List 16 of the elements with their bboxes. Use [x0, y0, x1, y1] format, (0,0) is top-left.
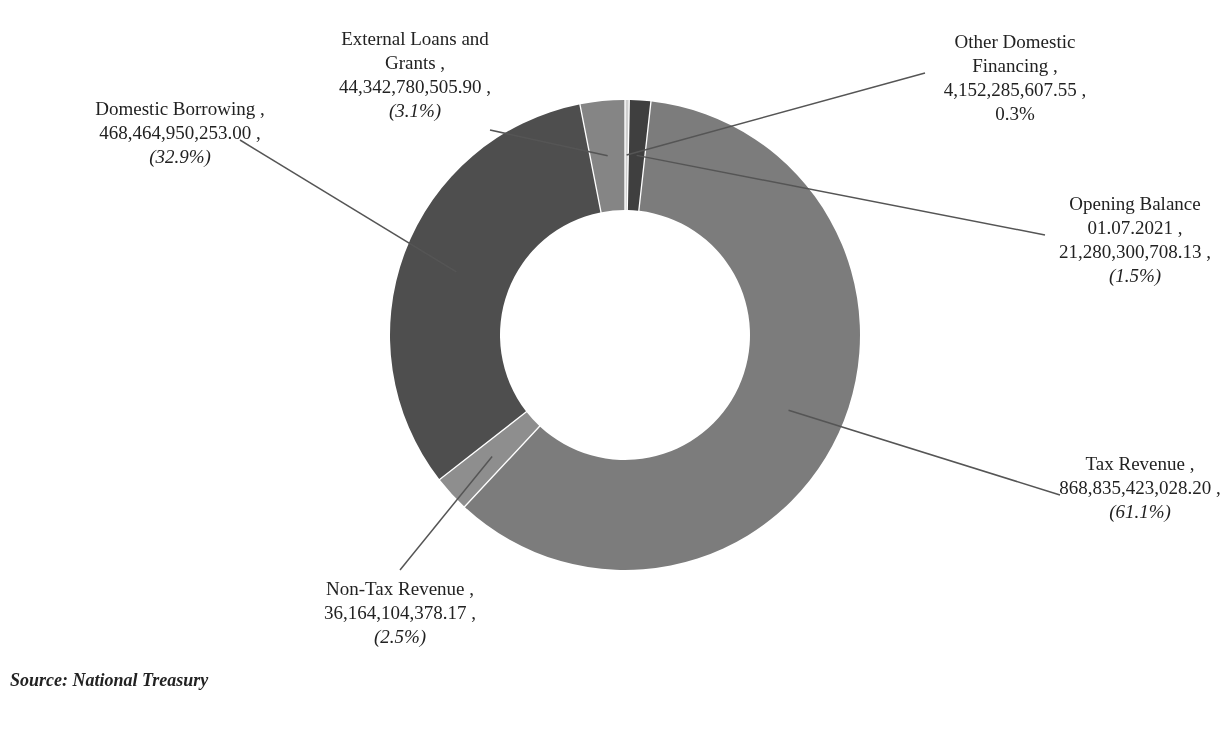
- slice-label: Other Domestic Financing , 4,152,285,607.55 , 0.3%: [943, 31, 1087, 124]
- category-label: Opening Balance 01.07.2021 ,: [1069, 193, 1201, 238]
- donut-slice: [465, 101, 860, 570]
- text: 36,164,104,378.17 , (2.5%): [324, 602, 476, 647]
- source-note: Source: National Treasury: [10, 670, 210, 690]
- category-label: Tax Revenue ,: [1085, 453, 1195, 474]
- category-label: Non-Tax Revenue ,: [326, 578, 474, 599]
- text: 44,342,780,505.90 , (3.1%): [339, 76, 491, 121]
- text: 468,464,950,253.00 , (32.9%): [99, 122, 261, 167]
- donut-slice: [627, 100, 651, 211]
- donut-slice: [440, 412, 540, 507]
- text: 868,835,423,028.20 , (61.1%): [1059, 477, 1221, 522]
- category-label: Domestic Borrowing ,: [95, 98, 265, 119]
- donut-slice: [580, 100, 625, 213]
- category-label: External Loans and Grants ,: [341, 28, 489, 73]
- text: 21,280,300,708.13 , (1.5%): [1059, 241, 1211, 286]
